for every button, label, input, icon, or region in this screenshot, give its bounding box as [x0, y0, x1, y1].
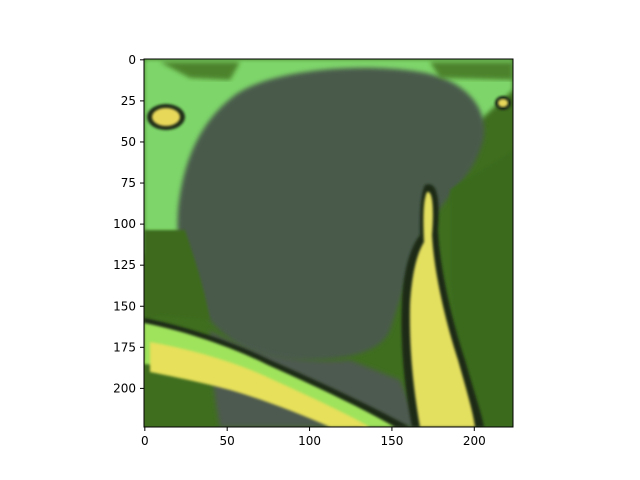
x-tick-label: 100 — [298, 434, 321, 448]
x-tick-label: 50 — [220, 434, 235, 448]
left-green-field — [144, 230, 210, 320]
y-axis: 0 25 50 75 100 125 150 175 200 — [113, 53, 144, 395]
y-tick-label: 200 — [113, 381, 136, 395]
y-tick-label: 25 — [121, 94, 136, 108]
image-area — [144, 59, 513, 427]
x-tick-label: 0 — [141, 434, 149, 448]
top-dark-strip — [160, 62, 240, 80]
top-right-yellow-blob-inner — [498, 99, 508, 107]
diagonal-band-yellow — [150, 342, 370, 427]
right-green-field — [450, 150, 513, 427]
x-axis: 0 50 100 150 200 — [141, 427, 486, 448]
vertical-band-yellow — [409, 191, 475, 427]
y-tick-label: 150 — [113, 299, 136, 313]
x-tick-label: 150 — [380, 434, 403, 448]
top-right-dark-strip — [430, 62, 513, 80]
top-left-yellow-blob-inner — [152, 108, 180, 126]
axes-frame — [143, 58, 514, 428]
y-tick-label: 0 — [128, 53, 136, 67]
y-tick-label: 50 — [121, 135, 136, 149]
x-tick-label: 200 — [463, 434, 486, 448]
dark-gray-head — [177, 67, 485, 360]
y-tick-label: 125 — [113, 258, 136, 272]
y-tick-label: 175 — [113, 340, 136, 354]
y-tick-label: 75 — [121, 176, 136, 190]
dark-gray-lower — [210, 330, 420, 427]
diagonal-band-green — [144, 323, 395, 427]
y-tick-label: 100 — [113, 217, 136, 231]
